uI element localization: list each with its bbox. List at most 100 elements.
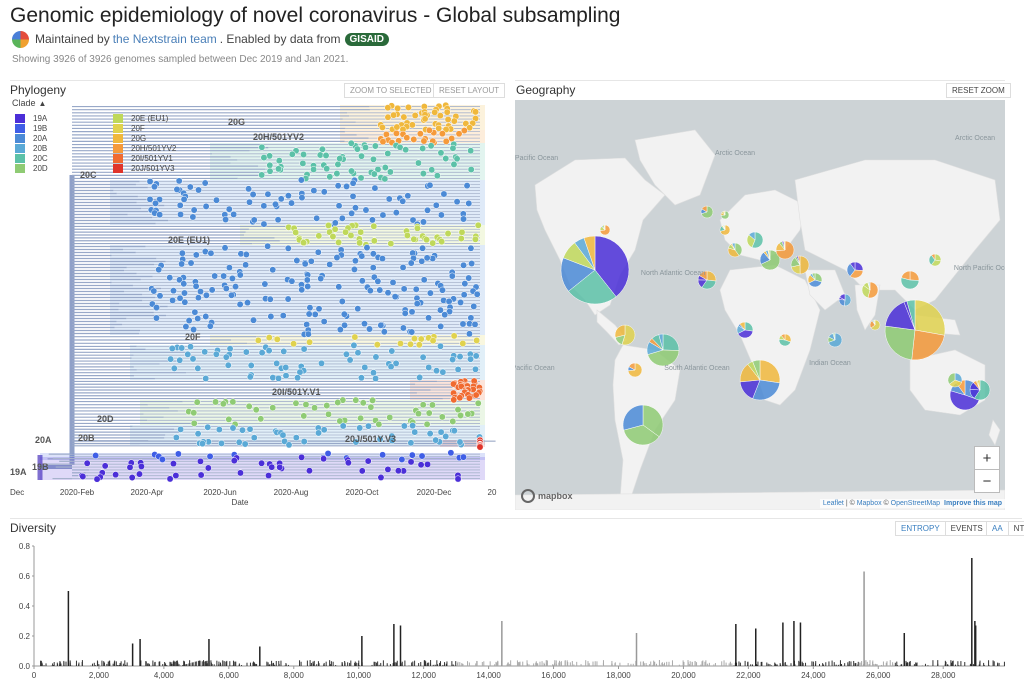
- attribution-separator: | ©: [844, 500, 857, 507]
- diversity-divider: [10, 518, 1022, 519]
- entropy-x-tick: 28,000: [931, 671, 956, 680]
- clade-label: 19A: [10, 467, 27, 477]
- legend-item[interactable]: 20J/501YV3: [113, 163, 176, 173]
- entropy-x-tick: 4,000: [154, 671, 175, 680]
- legend-column-left: 19A 19B 20A 20B 20C 20D: [15, 113, 48, 173]
- legend-item[interactable]: 20A: [15, 133, 48, 143]
- ocean-label: North Pacific Ocean: [515, 155, 558, 162]
- legend-label: 19A: [33, 114, 47, 123]
- axis-tick-label: 2020-Feb: [60, 488, 95, 497]
- entropy-x-tick: 26,000: [866, 671, 891, 680]
- legend-swatch: [15, 124, 25, 133]
- zoom-out-button[interactable]: −: [974, 470, 1000, 493]
- map[interactable]: Arctic Ocean Arctic Ocean North Atlantic O…: [515, 100, 1005, 510]
- tree-axis: Dec 2020-Feb 2020-Apr 2020-Jun 2020-Aug 2020-…: [10, 488, 497, 507]
- clade-label: 19B: [32, 462, 49, 472]
- entropy-x-tick: 2,000: [89, 671, 110, 680]
- legend-swatch: [113, 124, 123, 133]
- diversity-mode-toggle: ENTROPY EVENTS: [895, 521, 989, 536]
- mapbox-icon: [521, 489, 535, 503]
- nt-button[interactable]: NT: [1009, 521, 1024, 536]
- legend-swatch: [113, 154, 123, 163]
- entropy-x-tick: 6,000: [219, 671, 240, 680]
- geography-title: Geography: [516, 83, 575, 97]
- map-canvas: Arctic Ocean Arctic Ocean North Atlantic O…: [515, 100, 1005, 510]
- legend-label: 20E (EU1): [131, 114, 168, 123]
- legend-swatch: [113, 114, 123, 123]
- axis-tick-label: 2020-Jun: [203, 488, 236, 497]
- axis-tick-label: Dec: [10, 488, 24, 497]
- legend-swatch: [113, 164, 123, 173]
- legend-item[interactable]: 19B: [15, 123, 48, 133]
- legend-item[interactable]: 20H/501YV2: [113, 143, 176, 153]
- entropy-chart[interactable]: 0.0 0.2 0.4 0.6 0.8 0 2,000 4,000 6,000 8,000 10,0…: [0, 536, 1024, 683]
- entropy-y-tick: 0.2: [19, 632, 31, 641]
- clade-label: 20D: [97, 414, 114, 424]
- legend-column-right: 20E (EU1) 20F 20G 20H/501YV2 20I/501YV1 20J/5…: [113, 113, 176, 173]
- legend-item[interactable]: 20E (EU1): [113, 113, 176, 123]
- gisaid-logo[interactable]: GISAID: [345, 33, 389, 46]
- mapbox-link[interactable]: Mapbox: [857, 500, 882, 507]
- geography-divider: [515, 80, 1005, 81]
- map-attribution: Leaflet | © Mapbox © OpenStreetMap Impro…: [820, 499, 1005, 508]
- zoom-in-button[interactable]: +: [974, 446, 1000, 470]
- legend-label: 20H/501YV2: [131, 144, 176, 153]
- mapbox-logo-text: mapbox: [538, 491, 573, 501]
- axis-tick-label: 2020-Dec: [417, 488, 452, 497]
- ocean-label: Arctic Ocean: [715, 150, 755, 157]
- ocean-label: South Atlantic Ocean: [664, 365, 729, 372]
- legend-swatch: [15, 144, 25, 153]
- enabled-text: . Enabled by data from: [220, 32, 341, 46]
- axis-tick-label: 20: [488, 488, 497, 497]
- ocean-label: Indian Ocean: [809, 360, 851, 367]
- improve-map-link[interactable]: Improve this map: [944, 500, 1002, 507]
- legend-item[interactable]: 20B: [15, 143, 48, 153]
- legend-swatch: [113, 134, 123, 143]
- legend-item[interactable]: 20F: [113, 123, 176, 133]
- legend-item[interactable]: 20C: [15, 153, 48, 163]
- legend-item[interactable]: 20D: [15, 163, 48, 173]
- clade-label: 20H/501YV2: [253, 132, 304, 142]
- entropy-x-tick: 22,000: [736, 671, 761, 680]
- legend-label: 20G: [131, 134, 146, 143]
- legend-swatch: [15, 114, 25, 123]
- clade-label: 20C: [80, 170, 97, 180]
- entropy-x-tick: 10,000: [346, 671, 371, 680]
- legend-label: 20C: [33, 154, 48, 163]
- entropy-y-tick: 0.8: [19, 542, 31, 551]
- ocean-label: North Atlantic Ocean: [641, 270, 705, 277]
- leaflet-link[interactable]: Leaflet: [823, 500, 844, 507]
- axis-tick-label: 2020-Oct: [346, 488, 380, 497]
- entropy-axes: 0.00.20.40.60.80 2,000 4,000 6,000 8,000 10,0…: [19, 542, 1005, 680]
- legend-item[interactable]: 19A: [15, 113, 48, 123]
- ocean-label: Arctic Ocean: [955, 135, 995, 142]
- legend-label: 19B: [33, 124, 47, 133]
- clade-label: 20G: [228, 117, 245, 127]
- clade-label: 20A: [35, 435, 52, 445]
- legend-swatch: [15, 154, 25, 163]
- legend-toggle[interactable]: Clade ▲: [12, 98, 46, 108]
- osm-link[interactable]: OpenStreetMap: [891, 500, 940, 507]
- ocean-label: North Pacific Ocean: [954, 265, 1005, 272]
- entropy-y-tick: 0.6: [19, 572, 31, 581]
- entropy-bars: [41, 558, 1005, 666]
- events-button[interactable]: EVENTS: [946, 521, 989, 536]
- legend-item[interactable]: 20G: [113, 133, 176, 143]
- legend-item[interactable]: 20I/501YV1: [113, 153, 176, 163]
- legend-label: 20F: [131, 124, 145, 133]
- entropy-x-tick: 24,000: [801, 671, 826, 680]
- legend-swatch: [15, 134, 25, 143]
- entropy-x-tick: 14,000: [476, 671, 501, 680]
- legend-label: 20I/501YV1: [131, 154, 173, 163]
- phylogeny-divider: [10, 80, 500, 81]
- attribution-separator: ©: [882, 500, 891, 507]
- diversity-title: Diversity: [10, 521, 56, 535]
- reset-zoom-button[interactable]: RESET ZOOM: [946, 83, 1011, 98]
- entropy-x-tick: 18,000: [606, 671, 631, 680]
- aa-button[interactable]: AA: [986, 521, 1009, 536]
- chevron-up-icon: ▲: [39, 99, 47, 108]
- entropy-button[interactable]: ENTROPY: [895, 521, 946, 536]
- nextstrain-team-link[interactable]: the Nextstrain team: [113, 32, 217, 46]
- mapbox-logo[interactable]: mapbox: [521, 489, 573, 503]
